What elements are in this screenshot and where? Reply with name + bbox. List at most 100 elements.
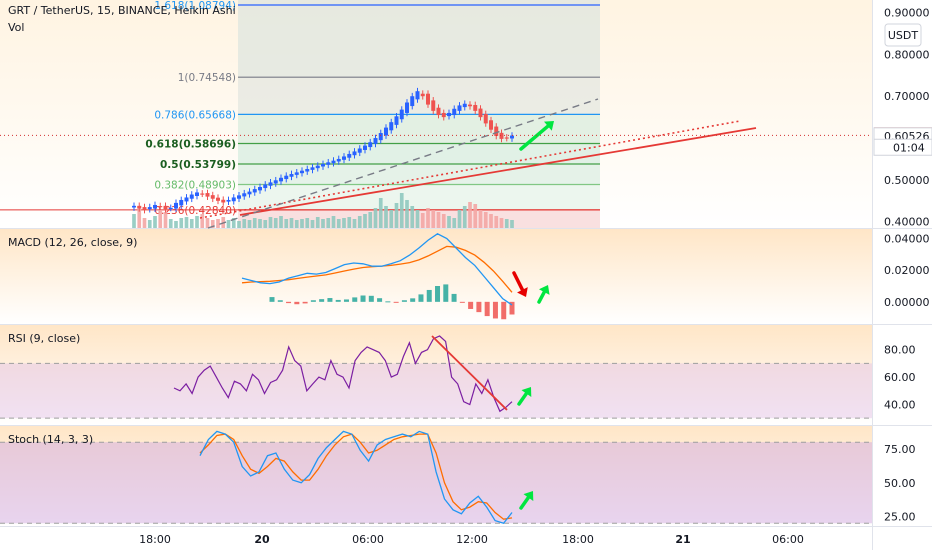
macd-histogram-bar <box>451 293 457 302</box>
macd-up-arrow-head <box>538 285 550 295</box>
candle-body <box>247 191 252 195</box>
candle-body <box>310 167 315 170</box>
macd-histogram-bar <box>401 300 407 302</box>
fib-level-label: 1.618(1.08794) <box>154 0 236 12</box>
volume-bar <box>499 218 504 228</box>
fib-level-label: 1(0.74548) <box>178 72 236 84</box>
trend-drawings[interactable] <box>199 98 757 229</box>
candle-body <box>373 138 378 144</box>
volume-bar <box>384 206 388 228</box>
volume-label[interactable]: Vol <box>8 21 24 34</box>
macd-title[interactable]: MACD (12, 26, close, 9) <box>8 236 137 249</box>
candle-body <box>431 100 436 111</box>
price-axis-tick: 60.00 <box>884 371 916 384</box>
macd-histogram-bar <box>368 295 374 302</box>
price-axes[interactable]: 0.900000.800000.700000.600000.500000.400… <box>884 7 930 524</box>
volume-bar <box>247 220 252 228</box>
volume-bar <box>315 217 320 228</box>
candle-body <box>436 107 441 116</box>
volume-bar <box>483 212 488 228</box>
candle-body <box>510 135 514 139</box>
rsi-indicator[interactable] <box>173 335 513 413</box>
volume-bar <box>347 217 352 228</box>
candle-body <box>357 148 362 153</box>
candle-body <box>226 199 231 202</box>
candle-body <box>168 207 173 210</box>
volume-bar <box>279 216 283 228</box>
volume-bar <box>174 221 178 228</box>
volume-bar <box>310 220 315 228</box>
volume-bar <box>300 219 304 228</box>
time-axis-tick: 18:00 <box>562 533 594 546</box>
candle-body <box>415 91 420 100</box>
volume-bar <box>326 218 331 228</box>
candle-body <box>174 202 178 209</box>
oscillator-bands <box>0 362 872 524</box>
volume-bar <box>378 198 383 228</box>
stoch-band <box>0 442 872 524</box>
candle-body <box>331 160 336 164</box>
candle-body <box>394 116 399 125</box>
stoch-indicator[interactable] <box>199 430 513 525</box>
fib-zone <box>238 114 600 144</box>
rsi-line <box>173 335 513 413</box>
candle-body <box>478 108 483 118</box>
candle-body <box>399 109 404 120</box>
time-axis-tick: 20 <box>254 533 270 546</box>
stoch-title[interactable]: Stoch (14, 3, 3) <box>8 433 93 446</box>
volume-bar <box>179 218 184 228</box>
rsi-trend-line <box>431 335 508 411</box>
time-axis-tick: 21 <box>675 533 690 546</box>
candle-body <box>184 197 189 202</box>
price-axis-tick: 80.00 <box>884 344 916 357</box>
time-axis[interactable]: 18:00 20 06:00 12:00 18:00 21 06:00 <box>139 533 804 546</box>
volume-bar <box>504 219 509 228</box>
candle-body <box>258 187 262 191</box>
macd-histogram-bar <box>435 286 441 302</box>
candle-body <box>473 105 478 111</box>
macd-histogram-bar <box>319 299 325 302</box>
macd-histogram-bar <box>443 284 449 302</box>
volume-bar <box>142 218 147 228</box>
volume-bar <box>441 214 446 228</box>
dashed-channel-line <box>207 98 599 229</box>
candle-body <box>426 93 430 105</box>
heikin-ashi-candles[interactable] <box>132 87 514 214</box>
volume-bar <box>252 218 257 228</box>
price-axis-tick: 0.50000 <box>884 174 930 187</box>
symbol-title[interactable]: GRT / TetherUS, 15, BINANCE, Heikin Ashi <box>8 4 236 17</box>
candle-body <box>321 163 325 167</box>
price-axis-tick: 0.70000 <box>884 90 930 103</box>
macd-indicator[interactable] <box>241 233 515 320</box>
candle-body <box>179 199 184 206</box>
volume-bar <box>147 220 152 228</box>
candle-body <box>237 195 241 199</box>
candle-body <box>420 93 425 97</box>
macd-line <box>241 233 513 306</box>
candle-body <box>494 126 499 136</box>
macd-pane-bg <box>0 229 872 324</box>
currency-selector[interactable] <box>884 23 922 47</box>
volume-bar <box>489 214 493 228</box>
candle-body <box>447 112 451 117</box>
volume-bar <box>405 200 409 228</box>
price-axis-tick: 0.90000 <box>884 7 930 20</box>
macd-histogram-bar <box>509 301 515 315</box>
stoch-up-arrow-head <box>523 491 534 501</box>
stoch-up-arrow-shaft <box>519 495 531 510</box>
time-axis-tick: 06:00 <box>772 533 804 546</box>
candle-body <box>336 158 341 162</box>
candle-body <box>242 193 247 197</box>
volume-bar <box>410 206 415 228</box>
candle-body <box>273 180 278 184</box>
rsi-title[interactable]: RSI (9, close) <box>8 332 80 345</box>
volume-bar <box>352 219 357 228</box>
candle-body <box>300 170 304 174</box>
macd-histogram-bar <box>492 301 498 319</box>
annotation-arrows[interactable] <box>512 121 554 510</box>
volume-bar <box>457 210 462 228</box>
volume-bar <box>242 219 247 228</box>
candle-body <box>200 193 205 195</box>
